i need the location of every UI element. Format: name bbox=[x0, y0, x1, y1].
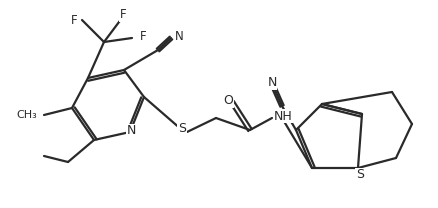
Text: F: F bbox=[71, 14, 78, 26]
Text: S: S bbox=[356, 168, 364, 182]
Text: F: F bbox=[120, 9, 126, 21]
Text: NH: NH bbox=[274, 109, 293, 123]
Text: CH₃: CH₃ bbox=[16, 110, 37, 120]
Text: N: N bbox=[267, 77, 277, 89]
Text: N: N bbox=[126, 125, 136, 137]
Text: F: F bbox=[140, 31, 147, 43]
Text: N: N bbox=[175, 30, 184, 42]
Text: O: O bbox=[223, 94, 233, 108]
Text: S: S bbox=[178, 121, 186, 135]
